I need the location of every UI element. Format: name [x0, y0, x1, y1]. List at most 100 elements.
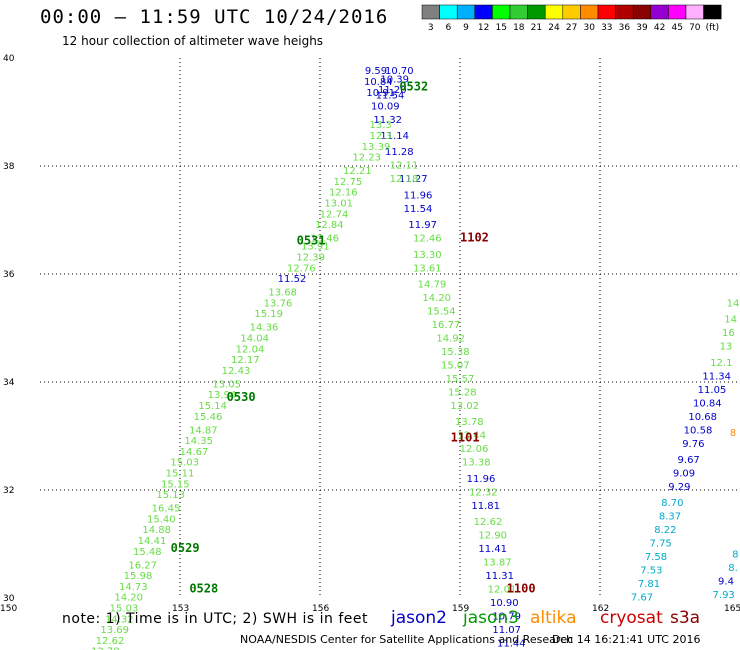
swh-point: 8.22: [654, 525, 676, 536]
axis-tick-labels: 150 153 156 159 162 165 30 32 34 36 38 40: [0, 54, 740, 614]
swh-point: 10.39: [380, 74, 409, 85]
swh-point: 12.01: [488, 585, 517, 596]
swh-point: 10.58: [684, 425, 713, 436]
swh-point: 11.28: [385, 147, 414, 158]
swh-point: 12.74: [320, 209, 349, 220]
legend-cryosat: cryosat: [600, 608, 663, 628]
legend-jason2: jason2: [391, 608, 447, 628]
swh-point: 13.91: [301, 242, 330, 253]
swh-point: 7.67: [631, 593, 653, 604]
swh-point: 11.32: [373, 115, 402, 126]
x-tick-label: 153: [172, 604, 189, 614]
colorbar-label: 42: [654, 23, 665, 33]
page-title: 00:00 – 11:59 UTC 10/24/2016: [40, 6, 389, 28]
swh-point: 12.46: [413, 234, 442, 245]
swh-point: 14.20: [114, 593, 143, 604]
swh-point: 14.32: [105, 614, 134, 625]
swh-point: 14.88: [142, 525, 171, 536]
swh-point: 14.35: [184, 436, 213, 447]
swh-point: 14.67: [180, 447, 209, 458]
y-tick-label: 40: [3, 54, 15, 64]
swh-point: 13.87: [483, 558, 512, 569]
swh-point: 12.39: [296, 253, 325, 264]
swh-point: 14: [724, 315, 737, 326]
swh-point: 10.84: [693, 398, 722, 409]
swh-point: 12.04: [236, 344, 265, 355]
swh-point: 13.39: [362, 142, 391, 153]
swh-point: 15.13: [156, 490, 185, 501]
legend-jason3: jason3: [463, 608, 519, 628]
colorbar-swatch: [703, 4, 722, 20]
swh-point: 11.05: [698, 385, 727, 396]
credit-line: NOAA/NESDIS Center for Satellite Applica…: [240, 633, 574, 646]
swh-point: 16.77: [432, 320, 461, 331]
swh-point: 8: [732, 550, 738, 561]
colorbar-label: 6: [446, 23, 452, 33]
swh-point: 12.23: [352, 153, 381, 164]
swh-point: 11.14: [380, 131, 409, 142]
swh-point: 11.97: [408, 220, 437, 231]
swh-point: 11.44: [497, 639, 526, 650]
x-tick-label: 165: [724, 604, 740, 614]
swh-point: 13.61: [413, 263, 442, 274]
x-tick-label: 159: [452, 604, 469, 614]
swh-point: 13.46: [310, 234, 339, 245]
colorbar-swatch: [421, 4, 440, 20]
swh-point: 13.3: [370, 120, 392, 131]
page-subtitle: 12 hour collection of altimeter wave hei…: [62, 34, 324, 48]
colorbar-label: (ft): [706, 23, 720, 33]
pass-time-label: 0532: [399, 79, 428, 93]
swh-point: 15.57: [446, 374, 475, 385]
swh-point: 15.38: [441, 347, 470, 358]
swh-point: 10.79: [492, 612, 521, 623]
swh-point: 15.46: [194, 412, 223, 423]
swh-point: 14.79: [418, 280, 447, 291]
swh-point: 12.76: [287, 263, 316, 274]
swh-point: 9.67: [678, 455, 700, 466]
footer-note: note: 1) Time is in UTC; 2) SWH is in fe…: [62, 611, 369, 627]
colorbar-label: 30: [583, 23, 595, 33]
swh-point: 8: [730, 428, 736, 439]
swh-point: 16.27: [128, 560, 157, 571]
swh-point: 10.70: [385, 66, 414, 77]
swh-point: 15.19: [254, 309, 283, 320]
swh-point: 11.54: [404, 204, 433, 215]
swh-point: 15.14: [198, 401, 227, 412]
colorbar-swatch: [439, 4, 458, 20]
x-tick-label: 150: [0, 604, 17, 614]
swh-point: 11.96: [467, 474, 496, 485]
pass-time-label: 1101: [451, 430, 480, 444]
swh-point: 11.27: [399, 174, 428, 185]
colorbar-swatch: [562, 4, 581, 20]
swh-point: 7.58: [645, 552, 667, 563]
swh-point: 13.38: [462, 458, 491, 469]
colorbar-swatch: [544, 4, 564, 20]
swh-point: 9.59: [365, 66, 387, 77]
swh-point: 13.30: [413, 250, 442, 261]
swh-point: 15.03: [110, 604, 139, 615]
colorbar-swatch: [456, 4, 476, 20]
pass-time-labels: 0528 0529 0530 0531 0532 1102 1101 1100: [171, 79, 536, 595]
pass-time-label: 0528: [189, 582, 218, 596]
swh-point: 13.68: [268, 288, 297, 299]
swh-point: 7.53: [640, 566, 662, 577]
swh-point: 12.78: [91, 647, 120, 650]
swh-point: 16: [722, 328, 735, 339]
swh-point: 10.91: [366, 88, 395, 99]
swh-point: 13.94: [208, 390, 237, 401]
colorbar-swatch: [527, 4, 546, 20]
swh-point: 10.84: [364, 77, 393, 88]
x-tick-label: 162: [592, 604, 609, 614]
swh-point: 12.75: [334, 177, 363, 188]
legend-altika: altika: [530, 608, 577, 628]
colorbar-label: 18: [513, 23, 525, 33]
colorbar-label: 33: [601, 23, 612, 33]
swh-point: 13.76: [264, 298, 293, 309]
y-tick-label: 38: [3, 162, 15, 172]
swh-point: 10.09: [371, 101, 400, 112]
colorbar-swatch: [685, 4, 704, 20]
swh-point: 14.73: [119, 582, 148, 593]
swh-point: 12.62: [96, 636, 125, 647]
swh-point: 8.37: [659, 512, 681, 523]
